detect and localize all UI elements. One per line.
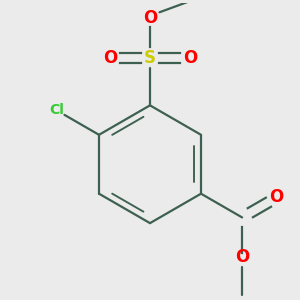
Text: O: O <box>143 9 157 27</box>
Text: O: O <box>270 188 284 206</box>
Text: O: O <box>183 49 197 67</box>
Text: O: O <box>103 49 117 67</box>
Text: O: O <box>235 248 249 266</box>
Text: Cl: Cl <box>49 103 64 117</box>
Text: S: S <box>144 49 156 67</box>
